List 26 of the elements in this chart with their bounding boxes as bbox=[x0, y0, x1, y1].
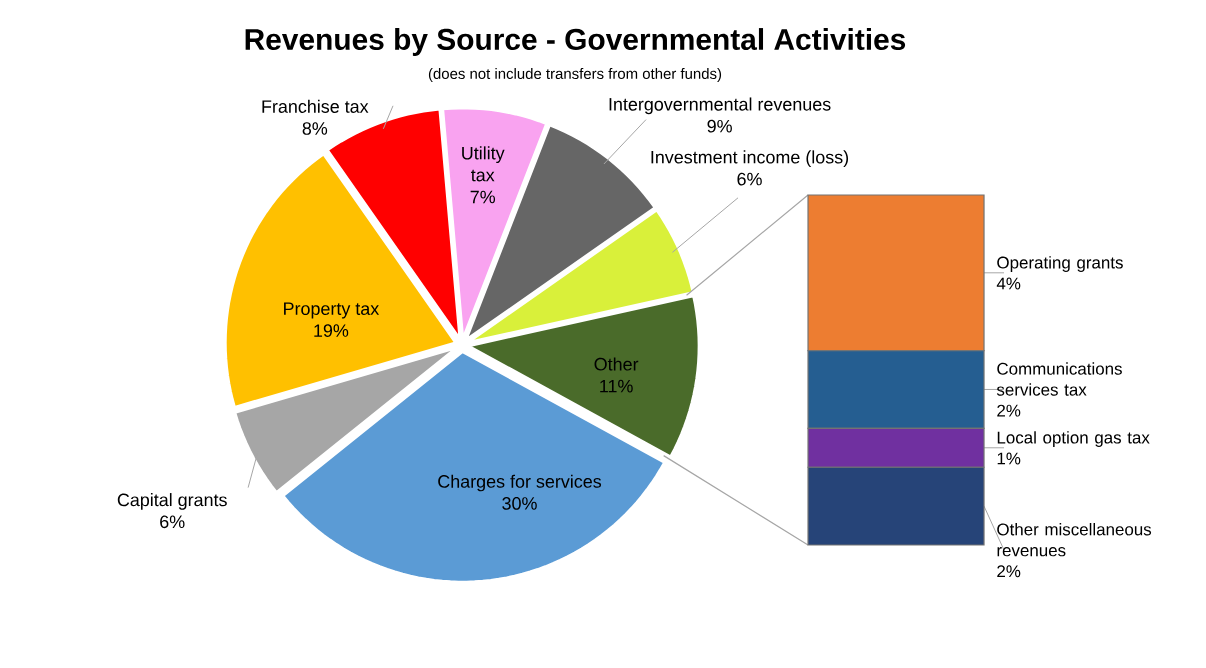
data-label: 8% bbox=[302, 122, 328, 135]
data-label: 6% bbox=[737, 172, 762, 186]
slice-label: Other bbox=[594, 357, 639, 371]
data-label: 1% bbox=[997, 452, 1021, 465]
data-label: 9% bbox=[707, 119, 732, 133]
data-label: 4% bbox=[996, 277, 1021, 290]
data-label: 2% bbox=[997, 565, 1021, 578]
data-label: 11% bbox=[600, 379, 633, 393]
slice-label: Property tax bbox=[284, 302, 380, 319]
data-label: 30% bbox=[502, 497, 537, 510]
series-label: Local option gas tax bbox=[997, 431, 1150, 447]
series-label: Operating grants bbox=[997, 256, 1123, 272]
data-label: 7% bbox=[470, 190, 496, 204]
slice-label: Investment income (loss) bbox=[651, 150, 849, 168]
data-label: 2% bbox=[997, 404, 1021, 417]
series-label: Communications services tax bbox=[996, 362, 1122, 396]
data-label: 19% bbox=[314, 324, 349, 337]
chart-subtitle: (does not include transfers from other funds) bbox=[428, 68, 722, 82]
chart-title: Revenues by Source - Governmental Activities bbox=[245, 28, 906, 56]
series-label: Other miscellaneous revenues bbox=[997, 523, 1152, 557]
slice-label: Utility tax bbox=[462, 146, 505, 182]
slice-label: Charges for services bbox=[438, 474, 602, 492]
slice-label: Capital grants bbox=[117, 493, 227, 510]
slice-label: Intergovernmental revenues bbox=[609, 97, 831, 115]
data-label: 6% bbox=[160, 515, 185, 529]
slice-label: Franchise tax bbox=[262, 99, 369, 113]
